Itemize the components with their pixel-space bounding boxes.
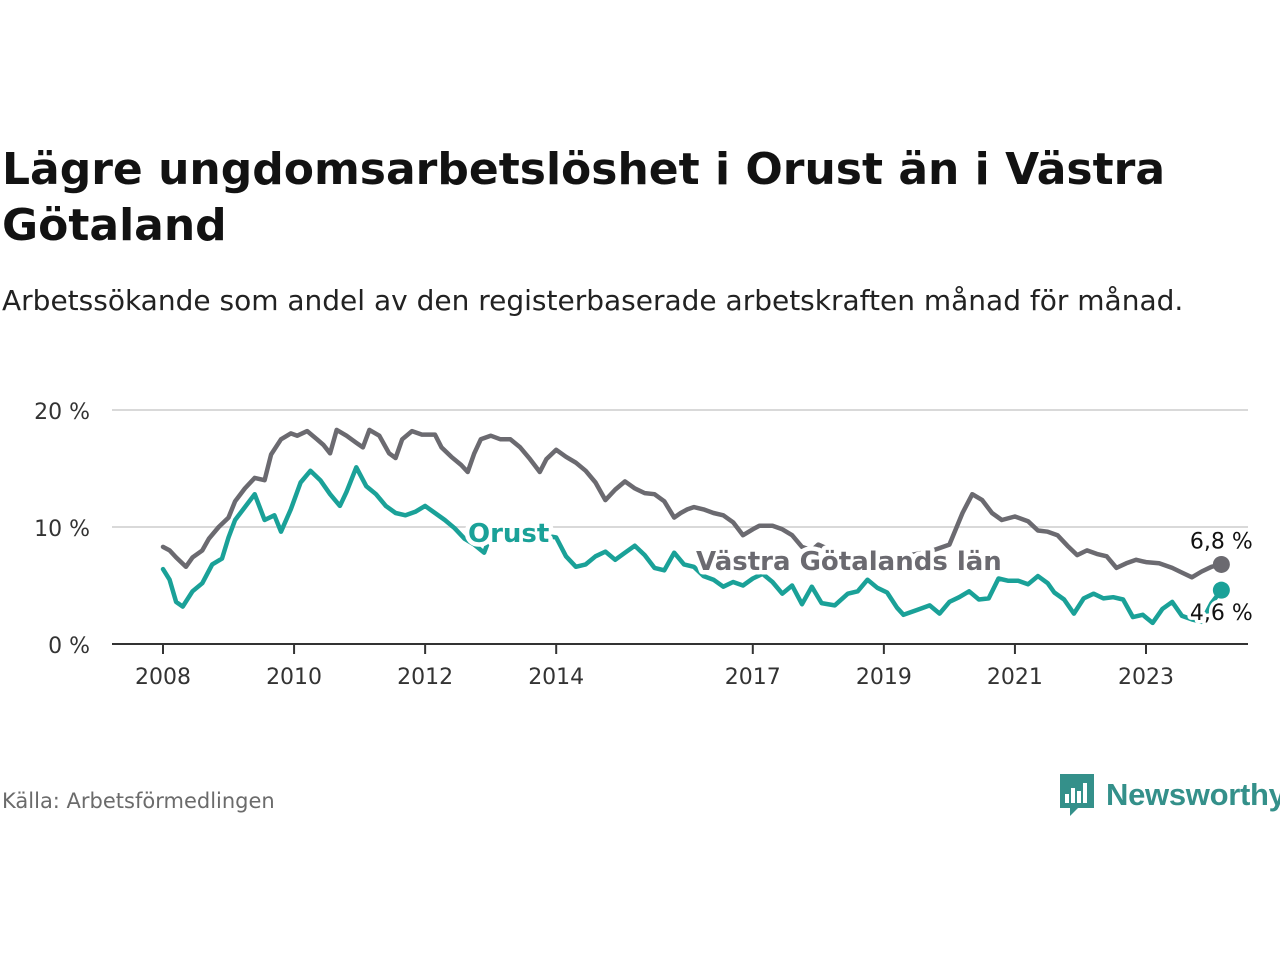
grid-lines — [112, 409, 1248, 528]
series-label-vastra-gotaland: Västra Götalands län — [696, 547, 1002, 577]
x-tick-label: 2021 — [987, 665, 1043, 690]
y-tick-label: 10 % — [34, 517, 90, 542]
y-tick-label: 0 % — [48, 634, 90, 659]
x-tick-label: 2017 — [725, 665, 781, 690]
x-tick-label: 2014 — [528, 665, 584, 690]
x-tick-label: 2019 — [856, 665, 912, 690]
end-point-v-stra-g-talands-l-n — [1212, 555, 1230, 573]
end-label-vastra-gotaland: 6,8 % — [1190, 529, 1253, 554]
line-chart: 0 % 10 % 20 % 2008 2010 2012 2014 2017 2019 2021… — [34, 400, 1257, 690]
x-tick-label: 2010 — [266, 665, 322, 690]
series-labels: Orust Västra Götalands län 6,8 % 4,6 % — [464, 515, 1257, 630]
chart-title: Lägre ungdomsarbetslöshet i Orust än i V… — [2, 144, 1166, 251]
y-axis-ticks: 0 % 10 % 20 % — [34, 400, 90, 659]
x-axis: 2008 2010 2012 2014 2017 2019 2021 2023 — [112, 643, 1248, 690]
brand-logo: Newsworthy — [1058, 772, 1280, 818]
series-line-v-stra-g-talands-l-n — [160, 427, 1224, 580]
x-tick-label: 2008 — [135, 665, 191, 690]
x-tick-label: 2023 — [1118, 665, 1174, 690]
chart-subtitle: Arbetssökande som andel av den registerb… — [2, 284, 1184, 317]
series-label-orust: Orust — [468, 519, 549, 549]
series-lines — [160, 427, 1230, 626]
end-label-orust: 4,6 % — [1190, 601, 1253, 626]
brand-name: Newsworthy — [1106, 777, 1280, 812]
source-note: Källa: Arbetsförmedlingen — [2, 789, 275, 813]
newsworthy-logo-icon — [1060, 774, 1094, 816]
y-tick-label: 20 % — [34, 400, 90, 425]
end-point-orust — [1212, 581, 1230, 599]
x-tick-label: 2012 — [397, 665, 453, 690]
series-line-orust — [160, 465, 1224, 626]
